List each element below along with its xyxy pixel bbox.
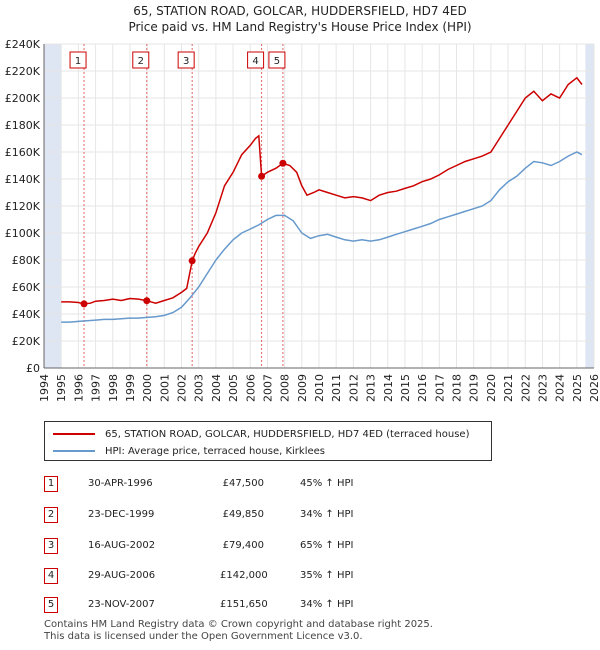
x-tick-label: 2006 xyxy=(244,374,257,402)
x-tick-label: 2003 xyxy=(193,374,206,402)
legend-label-property: 65, STATION ROAD, GOLCAR, HUDDERSFIELD, … xyxy=(105,428,470,440)
transaction-date: 29-AUG-2006 xyxy=(88,570,156,581)
y-tick-label: £120K xyxy=(5,200,41,213)
transaction-number: 4 xyxy=(44,568,58,584)
chart-title: 65, STATION ROAD, GOLCAR, HUDDERSFIELD, … xyxy=(133,4,467,18)
transaction-point xyxy=(279,159,287,167)
x-tick-label: 2015 xyxy=(399,374,412,402)
transaction-point xyxy=(80,300,88,308)
x-tick-label: 2020 xyxy=(485,374,498,402)
transaction-label: 4 xyxy=(252,56,258,67)
transaction-date: 23-DEC-1999 xyxy=(88,509,155,520)
legend: 65, STATION ROAD, GOLCAR, HUDDERSFIELD, … xyxy=(44,421,492,461)
y-tick-label: £40K xyxy=(12,308,41,321)
y-tick-label: £240K xyxy=(5,38,41,51)
transaction-point xyxy=(258,172,266,180)
x-tick-label: 2026 xyxy=(588,374,600,402)
transaction-label-box xyxy=(268,51,286,69)
x-tick-label: 2005 xyxy=(227,374,240,402)
x-tick-label: 2000 xyxy=(141,374,154,402)
transaction-label: 1 xyxy=(75,56,81,67)
transaction-date: 23-NOV-2007 xyxy=(88,599,155,610)
transaction-price: £79,400 xyxy=(222,540,264,551)
x-tick-label: 2010 xyxy=(313,374,326,402)
transaction-point xyxy=(143,297,151,305)
x-tick-label: 2013 xyxy=(365,374,378,402)
legend-swatch-hpi xyxy=(53,450,95,452)
transaction-row: 1 30-APR-1996 £47,500 45% ↑ HPI xyxy=(44,476,524,496)
x-tick-label: 2002 xyxy=(176,374,189,402)
y-tick-label: £180K xyxy=(5,119,41,132)
x-tick-label: 2009 xyxy=(296,374,309,402)
y-tick-label: £140K xyxy=(5,173,41,186)
x-tick-label: 2022 xyxy=(519,374,532,402)
y-tick-label: £60K xyxy=(12,281,41,294)
chart-subtitle: Price paid vs. HM Land Registry's House … xyxy=(128,20,472,34)
x-tick-label: 2025 xyxy=(571,374,584,402)
y-tick-label: £220K xyxy=(5,65,41,78)
x-tick-label: 2014 xyxy=(382,374,395,402)
transaction-row: 3 16-AUG-2002 £79,400 65% ↑ HPI xyxy=(44,538,524,558)
transaction-number: 2 xyxy=(44,507,58,523)
x-tick-label: 1997 xyxy=(90,374,103,402)
transaction-label: 2 xyxy=(138,56,144,67)
x-tick-label: 2011 xyxy=(330,374,343,402)
transaction-price: £47,500 xyxy=(222,478,264,489)
transaction-price: £49,850 xyxy=(222,509,264,520)
transaction-label-box xyxy=(69,51,87,69)
transaction-hpi: 34% ↑ HPI xyxy=(300,599,354,610)
x-tick-label: 2007 xyxy=(261,374,274,402)
transaction-row: 5 23-NOV-2007 £151,650 34% ↑ HPI xyxy=(44,597,524,617)
x-tick-label: 2008 xyxy=(279,374,292,402)
x-tick-label: 2017 xyxy=(433,374,446,402)
x-tick-label: 2021 xyxy=(502,374,515,402)
legend-item-property: 65, STATION ROAD, GOLCAR, HUDDERSFIELD, … xyxy=(53,426,469,442)
transaction-number: 5 xyxy=(44,597,58,613)
series-line-hpi xyxy=(61,151,583,323)
transaction-date: 30-APR-1996 xyxy=(88,478,153,489)
transaction-label-box xyxy=(177,51,195,69)
legend-label-hpi: HPI: Average price, terraced house, Kirk… xyxy=(105,445,326,457)
transaction-hpi: 65% ↑ HPI xyxy=(300,540,354,551)
transaction-number: 1 xyxy=(44,476,58,492)
transaction-price: £142,000 xyxy=(220,570,268,581)
x-tick-label: 1996 xyxy=(72,374,85,402)
price-chart: £0 £20K £40K £60K £80K £100K £120K £140K £160K £1… xyxy=(5,38,600,402)
transaction-row: 4 29-AUG-2006 £142,000 35% ↑ HPI xyxy=(44,568,524,588)
transaction-label-box xyxy=(132,51,150,69)
footer-copyright: Contains HM Land Registry data © Crown c… xyxy=(44,619,433,630)
x-tick-label: 2023 xyxy=(536,374,549,402)
transaction-hpi: 35% ↑ HPI xyxy=(300,570,354,581)
x-tick-label: 1995 xyxy=(55,374,68,402)
x-tick-label: 1999 xyxy=(124,374,137,402)
x-tick-label: 1994 xyxy=(38,374,51,402)
transaction-point xyxy=(188,257,196,265)
x-tick-label: 2018 xyxy=(451,374,464,402)
x-tick-label: 1998 xyxy=(107,374,120,402)
x-tick-label: 2004 xyxy=(210,374,223,402)
y-tick-label: £100K xyxy=(5,227,41,240)
x-tick-label: 2012 xyxy=(347,374,360,402)
transaction-label-box xyxy=(247,51,265,69)
legend-item-hpi: HPI: Average price, terraced house, Kirk… xyxy=(53,443,325,459)
y-tick-label: £200K xyxy=(5,92,41,105)
transaction-label: 3 xyxy=(183,56,189,67)
x-tick-label: 2024 xyxy=(554,374,567,402)
transaction-label: 5 xyxy=(274,56,280,67)
transaction-hpi: 45% ↑ HPI xyxy=(300,478,354,489)
y-tick-label: £0 xyxy=(26,362,40,375)
transaction-row: 2 23-DEC-1999 £49,850 34% ↑ HPI xyxy=(44,507,524,527)
footer-licence: This data is licensed under the Open Gov… xyxy=(44,631,363,642)
x-tick-label: 2019 xyxy=(468,374,481,402)
transaction-date: 16-AUG-2002 xyxy=(88,540,156,551)
transaction-number: 3 xyxy=(44,538,58,554)
y-tick-label: £80K xyxy=(12,254,41,267)
transaction-hpi: 34% ↑ HPI xyxy=(300,509,354,520)
x-tick-label: 2001 xyxy=(158,374,171,402)
legend-swatch-property xyxy=(53,433,95,435)
transaction-price: £151,650 xyxy=(220,599,268,610)
y-tick-label: £160K xyxy=(5,146,41,159)
y-tick-label: £20K xyxy=(12,335,41,348)
x-tick-label: 2016 xyxy=(416,374,429,402)
